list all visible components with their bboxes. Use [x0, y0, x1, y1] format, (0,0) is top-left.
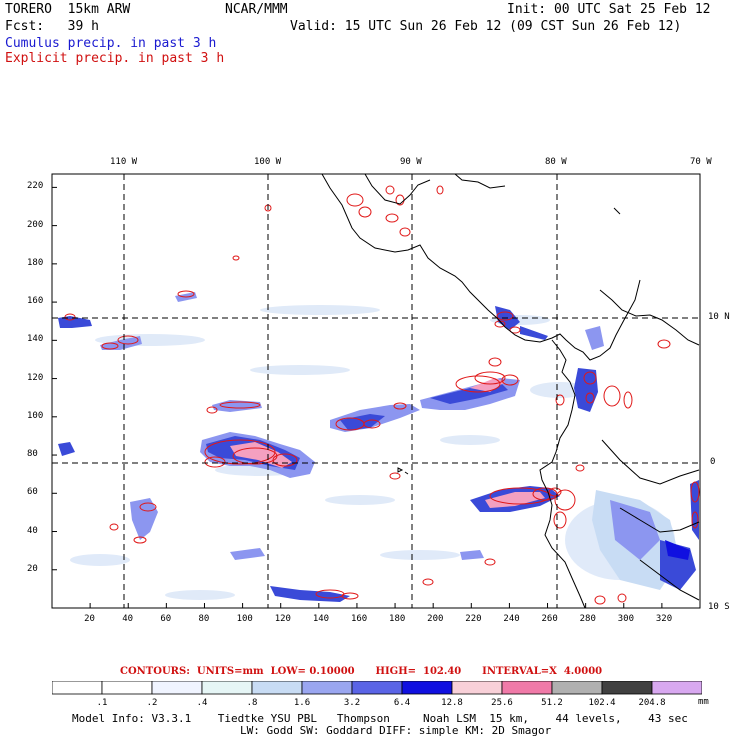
x-tick-label: 260	[541, 614, 558, 624]
x-tick-label: 80	[198, 614, 210, 624]
x-tick-label: 180	[389, 614, 406, 624]
lon-label-80w: 80 W	[545, 157, 567, 167]
y-tick-label: 60	[27, 487, 38, 498]
axis-ticks	[52, 186, 663, 608]
colorbar-swatch	[601, 681, 653, 695]
lat-label-0: 0	[710, 457, 716, 467]
colorbar-label: 12.8	[441, 698, 463, 708]
lon-label-100w: 100 W	[254, 157, 282, 167]
precip-layer	[58, 185, 700, 605]
colorbar-label: 25.6	[491, 698, 513, 708]
model-physics: LW: Godd SW: Goddard DIFF: simple KM: 2D…	[240, 724, 552, 737]
colorbar-label: 204.8	[638, 698, 666, 708]
x-tick-label: 120	[274, 614, 291, 624]
colorbar-label: 102.4	[588, 698, 616, 708]
x-tick-label: 220	[465, 614, 482, 624]
model-info: Model Info: V3.3.1 Tiedtke YSU PBL Thomp…	[72, 712, 688, 725]
latlon-grid	[52, 174, 700, 608]
x-tick-label: 40	[122, 614, 134, 624]
colorbar-label: .1	[96, 698, 108, 708]
y-tick-label: 220	[27, 181, 44, 192]
x-tick-label: 20	[84, 614, 95, 624]
y-tick-label: 160	[27, 296, 44, 307]
colorbar-swatch	[451, 681, 503, 695]
x-tick-label: 320	[655, 614, 673, 624]
colorbar-label: 51.2	[541, 698, 563, 708]
cumulus-legend: Cumulus precip. in past 3 h	[5, 36, 217, 51]
org-label: NCAR/MMM	[225, 2, 288, 17]
x-tick-label: 240	[503, 614, 520, 624]
x-tick-label: 160	[350, 614, 368, 624]
contours-info: CONTOURS: UNITS=mm LOW= 0.10000 HIGH= 10…	[120, 666, 603, 677]
valid-time: Valid: 15 UTC Sun 26 Feb 12 (09 CST Sun …	[290, 19, 682, 34]
colorbar-swatch	[101, 681, 153, 695]
forecast-hour: Fcst: 39 h	[5, 19, 99, 34]
plot-frame	[51, 173, 701, 609]
colorbar-label: 1.6	[293, 698, 311, 708]
lat-label-10s: 10 S	[708, 602, 730, 612]
colorbar-swatch	[251, 681, 303, 695]
y-tick-label: 80	[27, 449, 38, 460]
lon-label-110w: 110 W	[110, 157, 138, 167]
y-tick-label: 100	[27, 410, 44, 421]
explicit-legend: Explicit precip. in past 3 h	[5, 51, 225, 66]
init-time: Init: 00 UTC Sat 25 Feb 12	[507, 2, 711, 17]
x-tick-label: 200	[427, 614, 444, 624]
model-title: TORERO 15km ARW	[5, 2, 131, 17]
x-tick-label: 60	[160, 614, 172, 624]
colorbar-swatch	[351, 681, 403, 695]
lon-label-70w: 70 W	[690, 157, 712, 167]
colorbar-swatch	[501, 681, 553, 695]
y-tick-label: 140	[27, 334, 44, 345]
x-tick-label: 300	[617, 614, 635, 624]
y-tick-label: 180	[27, 257, 44, 268]
colorbar-label: 6.4	[393, 698, 411, 708]
colorbar-swatch	[201, 681, 253, 695]
colorbar-label: .8	[246, 698, 258, 708]
colorbar-label: .4	[196, 698, 208, 708]
colorbar-label: .2	[146, 698, 158, 708]
lat-label-10n: 10 N	[708, 312, 730, 322]
colorbar-swatch	[551, 681, 603, 695]
colorbar-swatch	[651, 681, 702, 695]
x-tick-label: 280	[579, 614, 596, 624]
y-tick-label: 200	[27, 219, 44, 230]
y-tick-label: 120	[27, 372, 44, 383]
y-tick-label: 40	[27, 525, 38, 536]
colorbar-label: 3.2	[343, 698, 361, 708]
colorbar-unit: mm	[698, 697, 709, 707]
y-tick-label: 20	[27, 563, 38, 574]
colorbar-swatch	[301, 681, 353, 695]
x-tick-label: 140	[312, 614, 330, 624]
colorbar-swatch	[52, 681, 103, 695]
colorbar	[52, 681, 702, 695]
x-tick-label: 100	[236, 614, 253, 624]
colorbar-swatch	[151, 681, 203, 695]
lon-label-90w: 90 W	[400, 157, 422, 167]
colorbar-swatch	[401, 681, 453, 695]
